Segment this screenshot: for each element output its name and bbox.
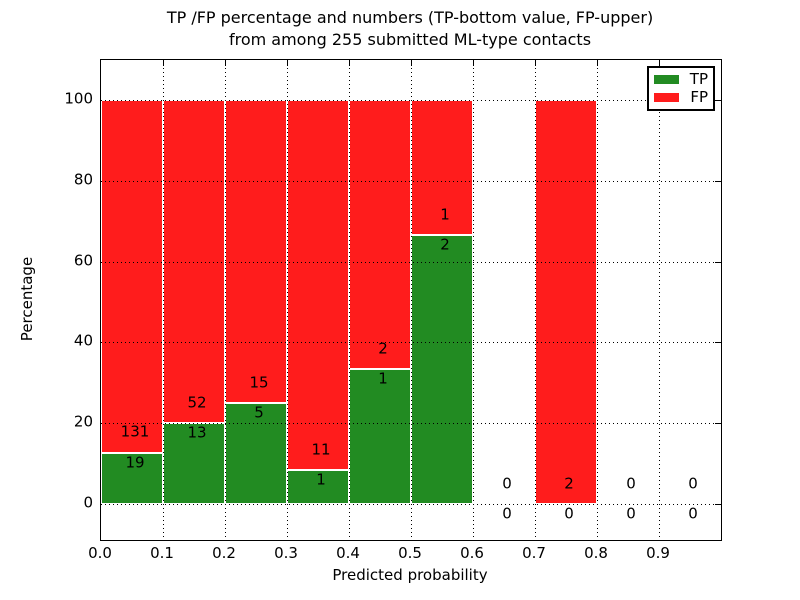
- x-tick-mark: [225, 60, 226, 66]
- x-tick-label: 0.3: [274, 544, 298, 562]
- legend-row-tp: TP: [654, 72, 708, 87]
- bar-fp-count-label: 1: [440, 205, 450, 224]
- bar-fp-count-label: 2: [378, 339, 388, 358]
- x-tick-mark: [535, 60, 536, 66]
- gridline-x: [349, 60, 350, 540]
- gridline-x: [473, 60, 474, 540]
- y-tick-label: 40: [73, 331, 93, 350]
- x-tick-label: 0.8: [584, 544, 608, 562]
- grid-layer: [101, 60, 721, 540]
- bar-tp-count-label: 0: [626, 504, 636, 523]
- bar-fp-count-label: 0: [688, 474, 698, 493]
- y-tick-label: 60: [73, 251, 93, 270]
- y-tick-mark: [715, 503, 721, 505]
- bar-tp-segment: [163, 423, 225, 504]
- bar-fp-segment: [411, 100, 473, 235]
- bar-tp-count-label: 13: [187, 423, 207, 442]
- bar-tp-count-label: 0: [564, 504, 574, 523]
- y-tick-label: 0: [83, 493, 93, 512]
- gridline-x: [163, 60, 164, 540]
- x-tick-mark: [597, 60, 598, 66]
- gridline-x: [411, 60, 412, 540]
- y-axis-label: Percentage: [18, 256, 36, 342]
- chart-title: TP /FP percentage and numbers (TP-bottom…: [100, 7, 720, 51]
- bar-fp-segment: [101, 100, 163, 453]
- legend-label-fp: FP: [690, 87, 708, 106]
- gridline-x: [535, 60, 536, 540]
- bar-tp-segment: [349, 369, 411, 504]
- bar-fp-count-label: 52: [187, 393, 207, 412]
- x-axis-label: Predicted probability: [332, 566, 488, 584]
- chart-title-line2: from among 255 submitted ML-type contact…: [228, 30, 592, 49]
- y-tick-mark: [715, 342, 721, 344]
- x-tick-mark: [411, 60, 412, 66]
- x-tick-mark: [163, 60, 164, 66]
- y-tick-label: 20: [73, 412, 93, 431]
- bar-tp-count-label: 2: [440, 235, 450, 254]
- bar-tp-count-label: 1: [378, 369, 388, 388]
- x-tick-mark: [287, 60, 288, 66]
- bar-tp-count-label: 19: [125, 453, 145, 472]
- x-tick-label: 0.1: [150, 544, 174, 562]
- y-tick-label: 80: [73, 170, 93, 189]
- bar-tp-count-label: 0: [502, 504, 512, 523]
- bar-fp-count-label: 15: [249, 373, 269, 392]
- gridline-x: [597, 60, 598, 540]
- legend-box: TP FP: [647, 66, 715, 111]
- bar-tp-count-label: 1: [316, 470, 326, 489]
- y-tick-label: 100: [64, 89, 93, 108]
- bar-count-labels-layer: 131 19 52 13 15 5 11 1 2 1 1 2 0 0 2 0 0 0 0 0: [101, 60, 721, 540]
- x-tick-label: 0.4: [336, 544, 360, 562]
- y-tick-mark: [715, 423, 721, 425]
- bar-fp-count-label: 11: [311, 440, 331, 459]
- bar-fp-count-label: 0: [502, 474, 512, 493]
- bar-fp-count-label: 0: [626, 474, 636, 493]
- bar-tp-count-label: 5: [254, 403, 264, 422]
- bar-tp-segment: [101, 452, 163, 504]
- x-tick-mark: [473, 60, 474, 66]
- x-tick-label: 0.5: [398, 544, 422, 562]
- x-tick-mark: [659, 60, 660, 66]
- x-tick-label: 0.9: [646, 544, 670, 562]
- y-tick-mark: [715, 261, 721, 263]
- gridline-x: [225, 60, 226, 540]
- x-tick-label: 0.2: [212, 544, 236, 562]
- gridline-x: [659, 60, 660, 540]
- x-tick-label: 0.0: [88, 544, 112, 562]
- bar-tp-segment: [225, 402, 287, 504]
- bar-tp-count-label: 0: [688, 504, 698, 523]
- bar-tp-segment: [411, 234, 473, 504]
- plot-area: 131 19 52 13 15 5 11 1 2 1 1 2 0 0 2 0 0 0 0 0: [100, 59, 722, 541]
- legend-label-tp: TP: [689, 70, 708, 89]
- y-tick-mark: [715, 100, 721, 102]
- bar-fp-count-label: 2: [564, 474, 574, 493]
- tick-marks-layer: [101, 60, 721, 540]
- x-tick-label: 0.7: [522, 544, 546, 562]
- x-tick-mark: [349, 60, 350, 66]
- legend-row-fp: FP: [654, 87, 708, 106]
- tp-color-swatch: [654, 75, 679, 85]
- y-tick-mark: [715, 181, 721, 182]
- bar-tp-segment: [287, 470, 349, 504]
- gridline-x: [287, 60, 288, 540]
- chart-title-line1: TP /FP percentage and numbers (TP-bottom…: [166, 8, 654, 27]
- bar-fp-count-label: 131: [120, 422, 150, 441]
- fp-color-swatch: [654, 92, 679, 102]
- x-tick-label: 0.6: [460, 544, 484, 562]
